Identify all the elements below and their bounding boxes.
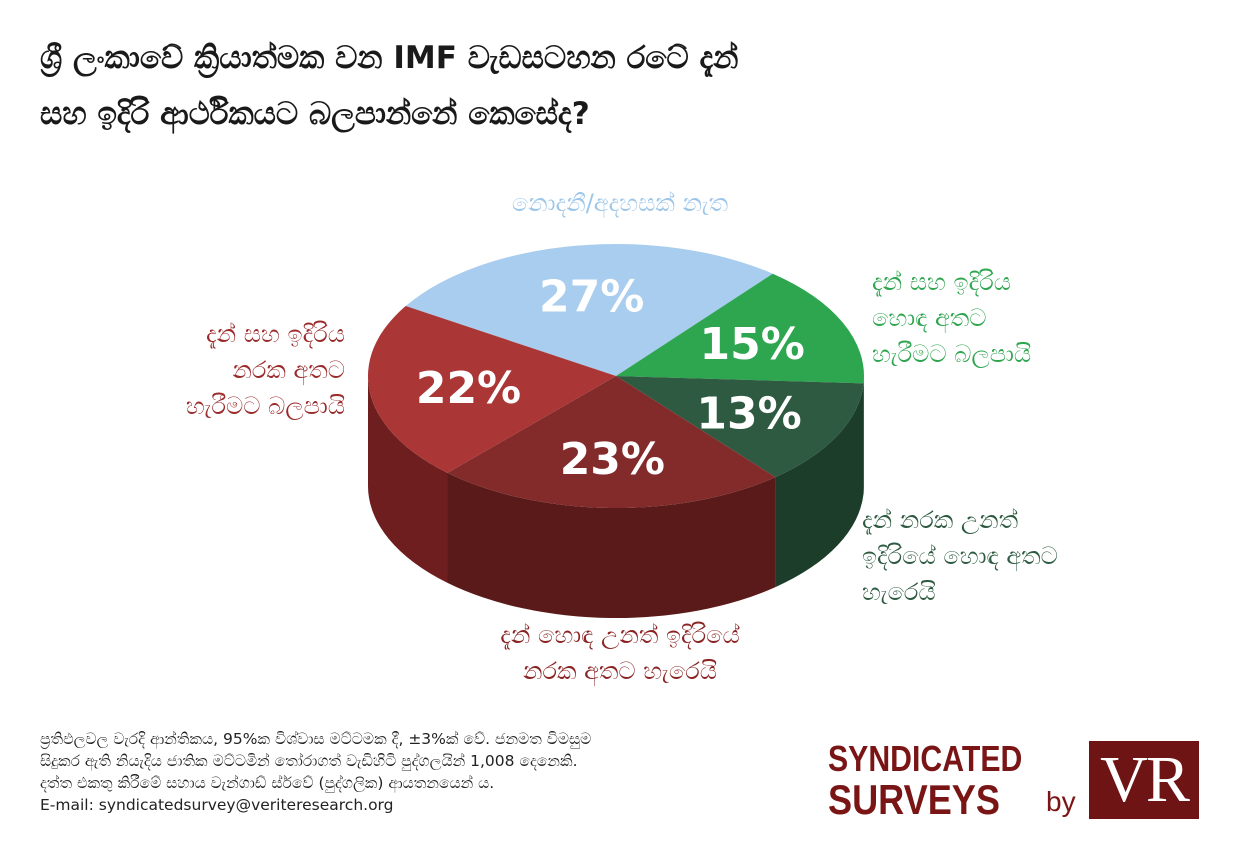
methodology-line-2: සිදුකර ඇති නියැදිය ජාතික මට්ටමින් තෝරාගත… (40, 752, 578, 770)
slice-label-better-line-2: ඉදිරියේ හොඳ අතට (862, 542, 1058, 570)
contact-email: E-mail: syndicatedsurvey@veriteresearch.… (40, 796, 394, 814)
pie-value-label-better: 13% (696, 389, 801, 440)
brand-surveys: SURVEYS (828, 776, 1000, 823)
pie-side-better (775, 383, 864, 588)
pie-value-label-bad: 22% (416, 363, 521, 414)
pie-slice-worse (447, 376, 776, 508)
methodology-note: ප්‍රතිඵලවල වැරදි ආන්තිකය, 95%ක විශ්වාස ම… (40, 728, 830, 816)
chart-title-line-1: ශ්‍රී ලංකාවේ ක්‍රියාත්මක වන IMF වැඩසටහන … (40, 40, 739, 76)
methodology-line-3: දත්ත එකතු කිරීමේ සහාය වැන්ගාඩ් ස්ර්වේ (ප… (40, 774, 495, 792)
pie-value-label-unknown: 27% (539, 271, 644, 322)
pie-slice-unknown (405, 244, 773, 376)
slice-label-worse-line-1: දැන් හොඳ උනත් ඉදිරියේ (500, 621, 740, 649)
pie-slice-bad (368, 306, 616, 473)
brand-by: by (1046, 786, 1076, 817)
methodology-line-1: ප්‍රතිඵලවල වැරදි ආන්තිකය, 95%ක විශ්වාස ම… (40, 730, 592, 748)
pie-slice-good (616, 273, 864, 384)
slice-label-better-line-1: දැන් නරක උනත් (862, 506, 1019, 534)
vr-logo-icon: VR (1089, 741, 1199, 819)
pie-value-label-good: 15% (699, 319, 804, 370)
slice-label-worse: දැන් හොඳ උනත් ඉදිරියේ නරක අතට හැරෙයි (385, 617, 855, 689)
chart-title: ශ්‍රී ලංකාවේ ක්‍රියාත්මක වන IMF වැඩසටහන … (40, 30, 1140, 142)
brand-logo: SYNDICATED SURVEYS by VR (828, 738, 1218, 828)
slice-label-bad-line-1: දැන් සහ ඉදිරිය (206, 320, 345, 348)
chart-title-line-2: සහ ඉදිරි ආර්ථිකයට බලපාන්නේ කෙසේද? (40, 96, 590, 132)
slice-label-good-line-2: හොඳ අතට (872, 304, 987, 332)
pie-slice-better (616, 376, 864, 478)
slice-label-good-line-1: දැන් සහ ඉදිරිය (872, 268, 1011, 296)
slice-label-better-line-3: හැරෙයි (862, 578, 936, 606)
slice-label-bad-line-3: හැරීමට බලපායි (185, 392, 345, 420)
brand-syndicated: SYNDICATED (828, 738, 1023, 779)
slice-label-unknown-text: නොදනී/අදහසක් නැත (511, 189, 729, 217)
pie-value-label-worse: 23% (560, 434, 665, 485)
slice-label-bad: දැන් සහ ඉදිරිය නරක අතට හැරීමට බලපායි (20, 316, 345, 424)
pie-side-bad (368, 376, 448, 583)
slice-label-unknown: නොදනී/අදහසක් නැත (410, 185, 830, 221)
pie-side-worse (447, 472, 776, 618)
slice-label-better: දැන් නරක උනත් ඉදිරියේ හොඳ අතට හැරෙයි (862, 502, 1232, 610)
slice-label-bad-line-2: නරක අතට (232, 356, 345, 384)
slice-label-good: දැන් සහ ඉදිරිය හොඳ අතට හැරීමට බලපායි (872, 264, 1212, 372)
slice-label-good-line-3: හැරීමට බලපායි (872, 340, 1032, 368)
slice-label-worse-line-2: නරක අතට හැරෙයි (523, 657, 717, 685)
